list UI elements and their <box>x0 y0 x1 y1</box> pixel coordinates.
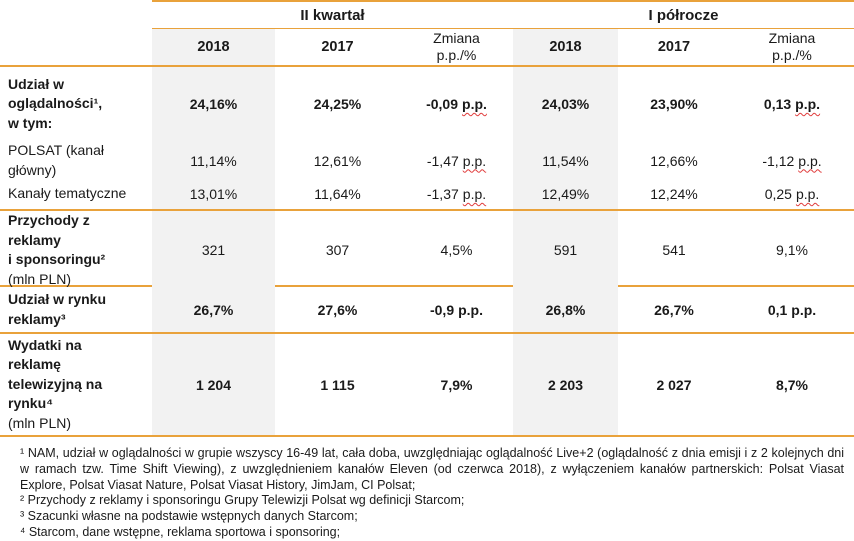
value-q2-change: -0,09 p.p. <box>426 96 487 112</box>
row-label-text: Udział w oglądalności¹, w tym: <box>8 75 103 131</box>
value-q2-2018: 13,01% <box>152 179 275 209</box>
value-h1-change: 8,7% <box>776 376 808 393</box>
footnote-1: ¹ NAM, udział w oglądalności w grupie ws… <box>20 446 844 492</box>
header-group-q2: II kwartał <box>152 0 513 29</box>
value-h1-2017: 12,24% <box>650 186 698 202</box>
value-q2-2017: 11,64% <box>314 186 361 202</box>
row-label: Wydatki na reklamę telewizyjną na rynku⁴… <box>0 334 152 435</box>
row-label: Udział w rynku reklamy³ <box>0 287 152 332</box>
row-label-text: Kanały tematyczne <box>8 185 127 202</box>
value-h1-2017: 2 027 <box>656 376 692 393</box>
value-h1-change: 0,1 p.p. <box>767 301 817 318</box>
value-q2-2017: 24,25% <box>313 96 362 112</box>
footnote-2: ² Przychody z reklamy i sponsoringu Grup… <box>20 493 465 508</box>
value-q2-2017: 307 <box>325 242 350 258</box>
row-label: Udział w oglądalności¹, w tym: <box>0 67 152 141</box>
value-q2-2018: 11,14% <box>152 141 275 180</box>
footnote-4: ⁴ Starcom, dane wstępne, reklama sportow… <box>20 524 341 539</box>
value-q2-2017: 12,61% <box>313 152 362 169</box>
value-h1-2018: 591 <box>513 211 618 289</box>
value-q2-2018: 321 <box>152 211 275 289</box>
value-q2-2018: 24,16% <box>152 67 275 141</box>
value-h1-2017: 23,90% <box>650 96 698 112</box>
value-q2-change: -1,47 p.p. <box>426 152 487 169</box>
footnote-3: ³ Szacunki własne na podstawie wstępnych… <box>20 509 358 524</box>
header-h1-change: Zmiana p.p./% <box>768 30 816 63</box>
value-h1-2017: 541 <box>662 242 686 258</box>
row-label: Kanały tematyczne <box>0 179 152 209</box>
value-q2-change: 7,9% <box>440 376 473 393</box>
value-h1-2018: 11,54% <box>513 141 618 180</box>
value-q2-change: -0,9 p.p. <box>429 301 483 318</box>
header-q2-2017: 2017 <box>321 39 354 55</box>
row-label-text: Udział w rynku reklamy³ <box>8 291 107 327</box>
header-q2-2018: 2018 <box>152 29 275 65</box>
value-q2-2018: 26,7% <box>152 287 275 332</box>
table-row-ad-market-share: Udział w rynku reklamy³ 26,7% 27,6% -0,9… <box>0 287 854 334</box>
table-row-tv-ad-spend: Wydatki na reklamę telewizyjną na rynku⁴… <box>0 334 854 437</box>
table-header-years-row: 2018 2017 Zmiana p.p./% 2018 2017 Zmiana… <box>0 29 854 67</box>
value-h1-change: 0,13 p.p. <box>763 96 821 112</box>
header-empty-cell <box>0 29 152 65</box>
table-row-polsat-main: POLSAT (kanał główny) 11,14% 12,61% -1,4… <box>0 141 854 180</box>
row-label: Przychody z reklamy i sponsoringu² (mln P… <box>0 211 152 289</box>
value-q2-change: -1,37 p.p. <box>426 186 487 202</box>
value-q2-2017: 27,6% <box>317 301 358 318</box>
value-q2-2018: 1 204 <box>152 334 275 435</box>
row-label-text: Wydatki na reklamę telewizyjną na rynku⁴ <box>8 336 103 412</box>
value-h1-2018: 12,49% <box>513 179 618 209</box>
row-label-text: Przychody z reklamy i sponsoringu² <box>8 212 106 267</box>
value-h1-change: -1,12 p.p. <box>762 152 822 169</box>
value-q2-2017: 1 115 <box>320 376 355 393</box>
value-h1-2017: 12,66% <box>650 152 698 169</box>
table-row-thematic-channels: Kanały tematyczne 13,01% 11,64% -1,37 p.p… <box>0 179 854 211</box>
row-label-unit: (mln PLN) <box>8 270 72 287</box>
footnotes: ¹ NAM, udział w oglądalności w grupie ws… <box>20 446 844 541</box>
value-h1-2018: 2 203 <box>513 334 618 435</box>
row-label-unit: (mln PLN) <box>8 414 72 431</box>
header-h1-2018: 2018 <box>513 29 618 65</box>
value-h1-2018: 26,8% <box>513 287 618 332</box>
header-q2-change: Zmiana p.p./% <box>433 30 480 63</box>
header-h1-2017: 2017 <box>657 39 691 55</box>
header-empty-cell <box>0 0 152 29</box>
header-group-h1: I półrocze <box>513 0 854 29</box>
value-h1-change: 0,25 p.p. <box>764 186 820 202</box>
table-row-ad-revenue: Przychody z reklamy i sponsoringu² (mln P… <box>0 211 854 289</box>
value-q2-change: 4,5% <box>440 242 473 258</box>
value-h1-2017: 26,7% <box>654 301 694 318</box>
value-h1-change: 9,1% <box>776 242 808 258</box>
table-header-period-row: II kwartał I półrocze <box>0 0 854 29</box>
table-row-audience-share: Udział w oglądalności¹, w tym: 24,16% 24… <box>0 67 854 141</box>
row-label-text: POLSAT (kanał główny) <box>8 142 104 178</box>
value-h1-2018: 24,03% <box>513 67 618 141</box>
row-label: POLSAT (kanał główny) <box>0 141 152 180</box>
